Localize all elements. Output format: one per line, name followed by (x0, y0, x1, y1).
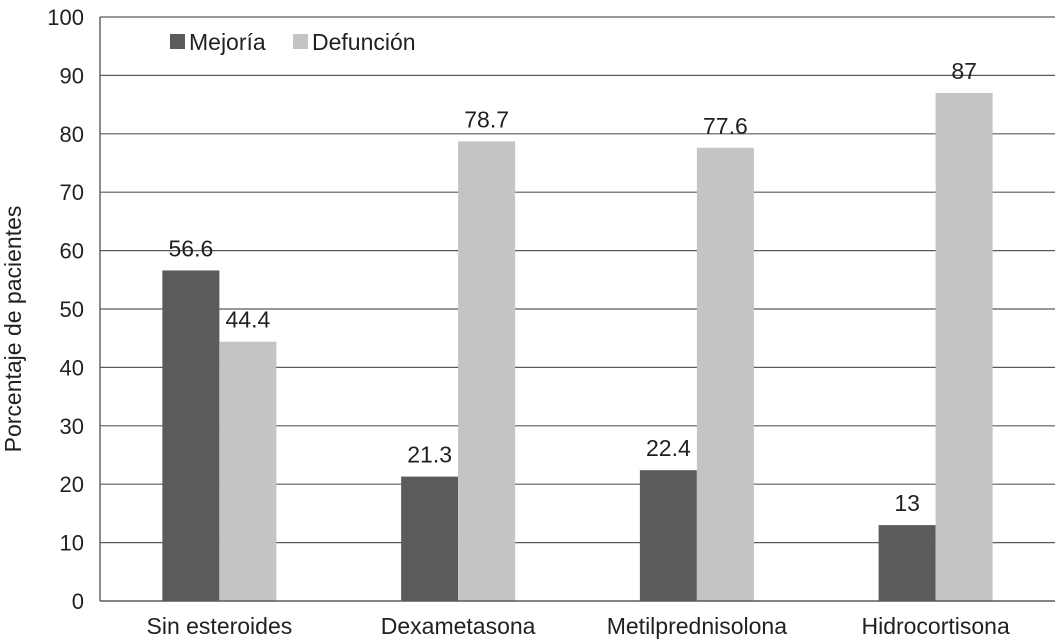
y-tick-label: 40 (60, 355, 84, 380)
x-axis-categories: Sin esteroides Dexametasona Metilprednisol… (147, 613, 1010, 639)
y-tick-label: 70 (60, 180, 84, 205)
data-label: 87 (951, 58, 977, 84)
bar-mejoria (401, 476, 459, 601)
y-tick-label: 80 (60, 122, 84, 147)
y-tick-label: 20 (60, 472, 84, 497)
y-axis-ticks: 0 10 20 30 40 50 60 70 80 90 100 (47, 5, 84, 614)
data-labels: 56.6 44.4 21.3 78.7 22.4 77.6 13 87 (168, 58, 976, 516)
bar-mejoria (639, 470, 697, 601)
bar-defuncion (458, 141, 516, 601)
legend-label: Mejoría (189, 29, 266, 55)
legend: Mejoría Defunción (170, 29, 416, 55)
data-label: 21.3 (407, 442, 452, 468)
data-label: 78.7 (464, 106, 509, 132)
bars (162, 92, 993, 602)
y-tick-label: 90 (60, 63, 84, 88)
x-category-label: Hidrocortisona (861, 613, 1009, 639)
y-tick-label: 0 (72, 589, 84, 614)
data-label: 22.4 (646, 435, 691, 461)
data-label: 77.6 (703, 113, 748, 139)
data-label: 44.4 (225, 307, 270, 333)
x-category-label: Dexametasona (381, 613, 536, 639)
bar-defuncion (935, 92, 993, 602)
bar-defuncion (696, 147, 754, 602)
legend-swatch (170, 34, 185, 49)
y-axis-title: Porcentaje de pacientes (0, 206, 26, 453)
bar-mejoria (878, 525, 936, 601)
y-tick-label: 50 (60, 297, 84, 322)
legend-label: Defunción (312, 29, 416, 55)
y-tick-label: 100 (47, 5, 84, 30)
bar-defuncion (219, 341, 277, 601)
legend-swatch (293, 34, 308, 49)
y-tick-label: 30 (60, 414, 84, 439)
x-category-label: Metilprednisolona (607, 613, 787, 639)
data-label: 13 (894, 490, 920, 516)
data-label: 56.6 (168, 235, 213, 261)
bar-mejoria (162, 270, 220, 601)
x-category-label: Sin esteroides (147, 613, 293, 639)
y-tick-label: 10 (60, 531, 84, 556)
y-tick-label: 60 (60, 239, 84, 264)
